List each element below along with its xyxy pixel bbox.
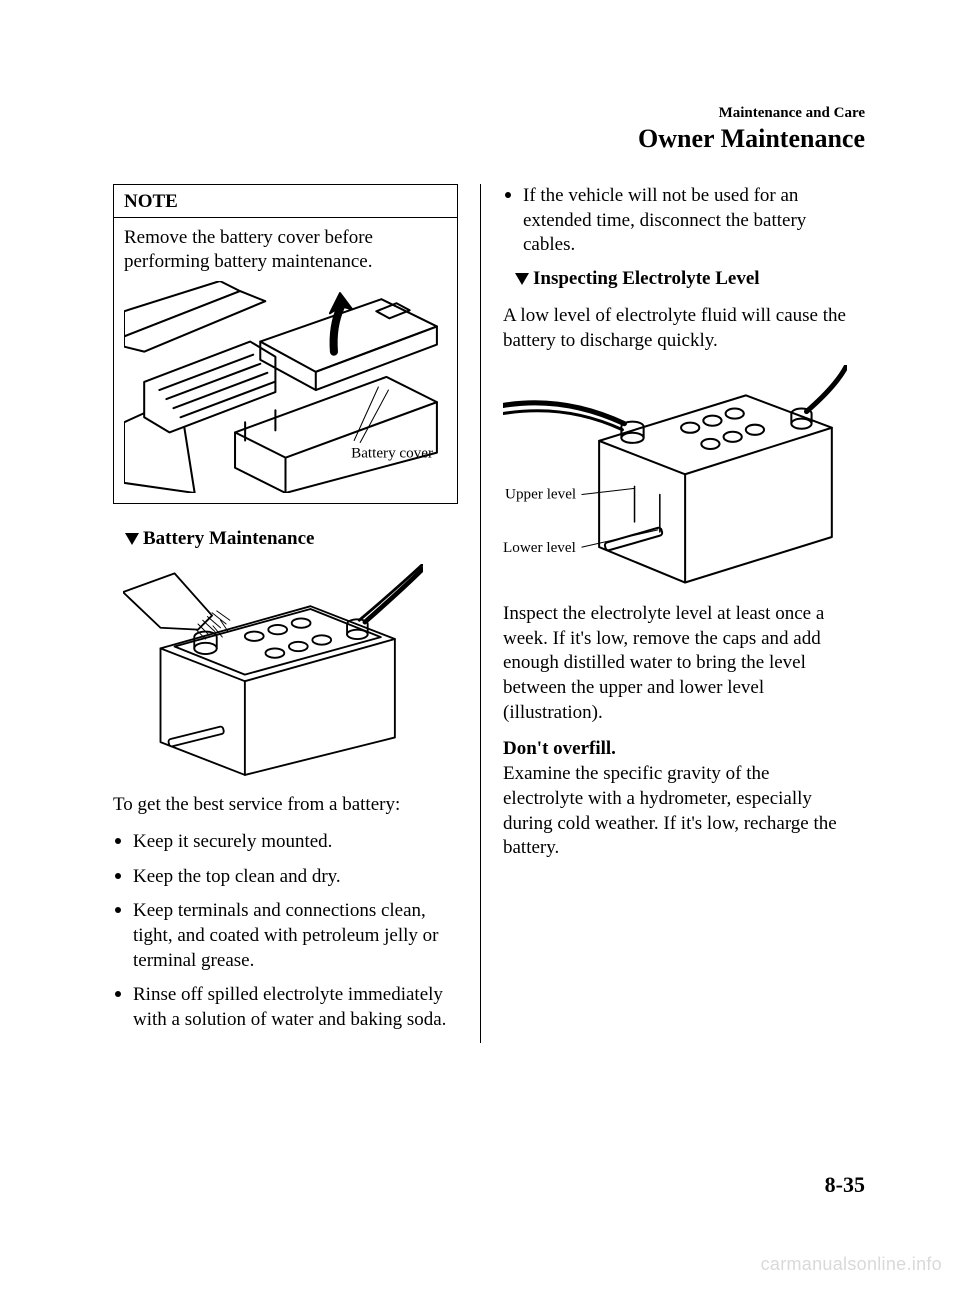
list-item: Keep it securely mounted. [113, 830, 458, 855]
electrolyte-para2: Inspect the electrolyte level at least o… [503, 602, 847, 725]
battery-cover-figure: Battery cover [124, 281, 447, 493]
top-bullets: If the vehicle will not be used for an e… [503, 184, 847, 258]
battery-brush-figure [123, 564, 423, 780]
right-column: If the vehicle will not be used for an e… [480, 184, 865, 1043]
page: Maintenance and Care Owner Maintenance N… [0, 0, 960, 1293]
upper-level-label: Upper level [505, 486, 576, 503]
hydrometer-para: Examine the specific gravity of the elec… [503, 763, 837, 858]
page-number: 8-35 [825, 1172, 865, 1198]
chapter-label: Maintenance and Care [95, 105, 865, 122]
dont-overfill-title: Don't overfill. [503, 738, 616, 759]
triangle-icon [515, 273, 529, 285]
note-title: NOTE [114, 185, 457, 218]
list-item: Rinse off spilled electrolyte immediatel… [113, 983, 458, 1032]
electrolyte-para1: A low level of electrolyte fluid will ca… [503, 304, 847, 353]
list-item: If the vehicle will not be used for an e… [503, 184, 847, 258]
watermark: carmanualsonline.info [761, 1254, 942, 1275]
inspecting-electrolyte-heading-text: Inspecting Electrolyte Level [533, 268, 760, 289]
electrolyte-level-figure: Upper level Lower level [503, 365, 847, 588]
note-body: Remove the battery cover before performi… [114, 218, 457, 503]
inspecting-electrolyte-heading: Inspecting Electrolyte Level [533, 268, 847, 290]
dont-overfill: Don't overfill. Examine the specific gra… [503, 737, 847, 860]
section-label: Owner Maintenance [95, 124, 865, 154]
note-box: NOTE Remove the battery cover before per… [113, 184, 458, 504]
left-column: NOTE Remove the battery cover before per… [95, 184, 480, 1043]
note-text: Remove the battery cover before performi… [124, 226, 447, 275]
list-item: Keep terminals and connections clean, ti… [113, 899, 458, 973]
two-column-layout: NOTE Remove the battery cover before per… [95, 184, 865, 1043]
lower-level-label: Lower level [503, 540, 576, 557]
battery-tips-list: Keep it securely mounted. Keep the top c… [113, 830, 458, 1033]
list-item: Keep the top clean and dry. [113, 865, 458, 890]
triangle-icon [125, 533, 139, 545]
battery-maintenance-heading: Battery Maintenance [143, 528, 458, 550]
battery-maintenance-heading-text: Battery Maintenance [143, 528, 314, 549]
battery-cover-label: Battery cover [351, 445, 433, 461]
battery-intro: To get the best service from a battery: [113, 793, 458, 818]
running-head: Maintenance and Care Owner Maintenance [95, 105, 865, 154]
